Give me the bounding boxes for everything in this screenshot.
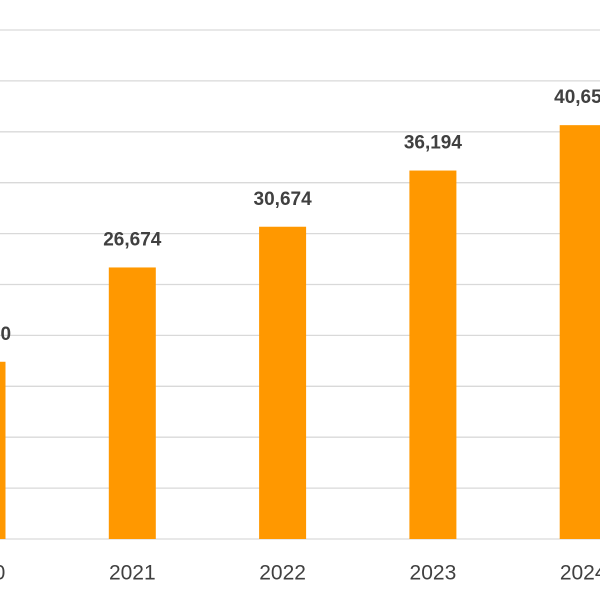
x-tick-label: 2023: [410, 562, 457, 585]
value-label: 17,410: [0, 324, 11, 345]
value-label: 30,674: [254, 189, 313, 210]
bar: [108, 267, 156, 539]
value-label: 36,194: [404, 133, 463, 154]
value-label: 40,653: [554, 87, 600, 108]
bar: [409, 170, 457, 539]
bar: [559, 125, 600, 539]
bar: [0, 361, 6, 539]
x-tick-label: 2020: [0, 562, 5, 585]
x-tick-label: 2022: [259, 562, 306, 585]
x-tick-label: 2021: [109, 562, 156, 585]
value-label: 26,674: [103, 229, 162, 250]
x-tick-label: 2024: [560, 562, 600, 585]
bar: [259, 226, 307, 539]
